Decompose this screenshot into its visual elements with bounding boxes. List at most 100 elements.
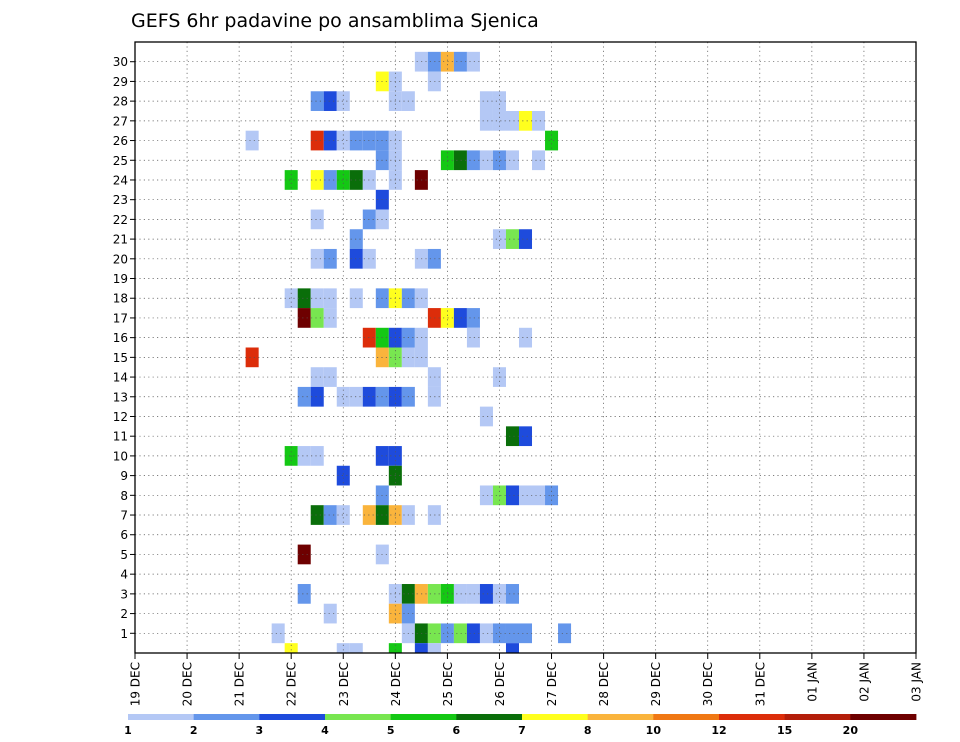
y-tick-label: 13 xyxy=(113,390,128,404)
legend-label: 3 xyxy=(256,724,264,737)
precip-cell xyxy=(349,248,363,269)
precip-cell xyxy=(492,229,506,249)
precip-cell xyxy=(323,170,337,190)
x-tick-label: 03 JAN xyxy=(910,662,924,702)
precip-cell xyxy=(466,308,480,328)
legend-swatch xyxy=(259,714,326,720)
legend-label: 4 xyxy=(321,724,329,737)
precip-cell xyxy=(505,426,519,447)
precip-cell xyxy=(323,91,337,111)
precip-cell xyxy=(349,229,363,249)
y-tick-label: 3 xyxy=(120,587,128,601)
x-tick-label: 22 DEC xyxy=(285,662,299,706)
y-tick-label: 24 xyxy=(113,173,128,187)
legend-label: 1 xyxy=(124,724,132,737)
precip-cell xyxy=(310,209,324,230)
legend-label: 20 xyxy=(843,724,859,737)
precip-cell xyxy=(479,110,493,131)
precip-cell xyxy=(310,248,324,269)
y-tick-label: 15 xyxy=(113,351,128,365)
legend-swatch xyxy=(193,714,260,720)
y-tick-label: 26 xyxy=(113,134,128,148)
precip-cell xyxy=(532,150,546,171)
precip-cell xyxy=(479,584,493,604)
precip-cell xyxy=(310,505,324,525)
y-tick-label: 9 xyxy=(120,469,128,483)
precip-cell xyxy=(336,465,350,486)
precip-cell xyxy=(466,51,480,72)
x-tick-label: 23 DEC xyxy=(337,662,351,706)
precip-cell xyxy=(466,150,480,171)
legend-swatch xyxy=(653,714,720,720)
precip-cell xyxy=(310,308,324,328)
precip-cell xyxy=(427,643,441,653)
precip-cell xyxy=(297,308,311,328)
precip-cell xyxy=(532,485,546,506)
precip-cell xyxy=(297,584,311,604)
x-tick-label: 27 DEC xyxy=(545,662,559,706)
x-tick-label: 30 DEC xyxy=(701,662,715,706)
color-legend: 1 2 3 4 5 6 7 8 10 12 15 20 xyxy=(124,714,917,737)
precip-cell xyxy=(505,110,519,131)
precip-cell xyxy=(492,623,506,644)
precip-cell xyxy=(310,170,324,190)
y-tick-label: 27 xyxy=(113,114,128,128)
precip-cell xyxy=(479,406,493,427)
precip-cell xyxy=(336,505,350,525)
precip-cell xyxy=(297,446,311,466)
y-tick-label: 12 xyxy=(113,410,128,424)
precip-cell xyxy=(453,623,467,644)
y-tick-label: 14 xyxy=(113,371,128,385)
x-tick-label: 26 DEC xyxy=(493,662,507,706)
legend-label: 15 xyxy=(777,724,792,737)
x-tick-label: 31 DEC xyxy=(753,662,767,706)
y-tick-label: 6 xyxy=(120,528,128,542)
x-tick-label: 29 DEC xyxy=(649,662,663,706)
precip-cell xyxy=(414,643,428,653)
legend-swatch xyxy=(784,714,851,720)
legend-swatch xyxy=(390,714,457,720)
precip-cell xyxy=(323,130,337,151)
precip-cell xyxy=(297,288,311,309)
precip-cell xyxy=(466,623,480,644)
precip-cell xyxy=(505,485,519,506)
y-axis: 1234567891011121314151617181920212223242… xyxy=(113,55,135,641)
precip-cell xyxy=(310,367,324,387)
precip-cell xyxy=(310,288,324,309)
y-tick-label: 10 xyxy=(113,449,128,463)
precip-cell xyxy=(284,643,298,653)
precip-cell xyxy=(479,150,493,171)
legend-label: 8 xyxy=(584,724,592,737)
y-tick-label: 20 xyxy=(113,252,128,266)
precip-cell xyxy=(310,446,324,466)
legend-swatch xyxy=(128,714,195,720)
y-tick-label: 21 xyxy=(113,233,128,247)
precip-cell xyxy=(479,91,493,111)
precip-cell xyxy=(310,130,324,151)
y-tick-label: 29 xyxy=(113,75,128,89)
precip-cell xyxy=(492,91,506,111)
precip-cell xyxy=(518,485,533,506)
precip-cell xyxy=(505,229,519,249)
y-tick-label: 19 xyxy=(113,272,128,286)
precip-cell xyxy=(466,584,480,604)
precip-cell xyxy=(532,110,546,131)
x-tick-label: 20 DEC xyxy=(181,662,195,706)
y-tick-label: 30 xyxy=(113,55,128,69)
precip-cell xyxy=(336,130,350,151)
precip-cell xyxy=(297,386,311,407)
y-tick-label: 2 xyxy=(120,607,128,621)
plot-frame xyxy=(134,41,917,654)
y-tick-label: 11 xyxy=(113,430,128,444)
y-tick-label: 5 xyxy=(120,548,128,562)
precip-cell xyxy=(245,347,259,368)
precip-cell xyxy=(349,643,363,653)
x-tick-label: 19 DEC xyxy=(129,662,143,706)
x-tick-label: 21 DEC xyxy=(233,662,247,706)
legend-swatch xyxy=(456,714,523,720)
precip-cell xyxy=(349,288,363,309)
precip-cell xyxy=(349,170,363,190)
cells-layer xyxy=(245,51,572,653)
precip-cell xyxy=(323,308,337,328)
precip-cell xyxy=(505,623,519,644)
